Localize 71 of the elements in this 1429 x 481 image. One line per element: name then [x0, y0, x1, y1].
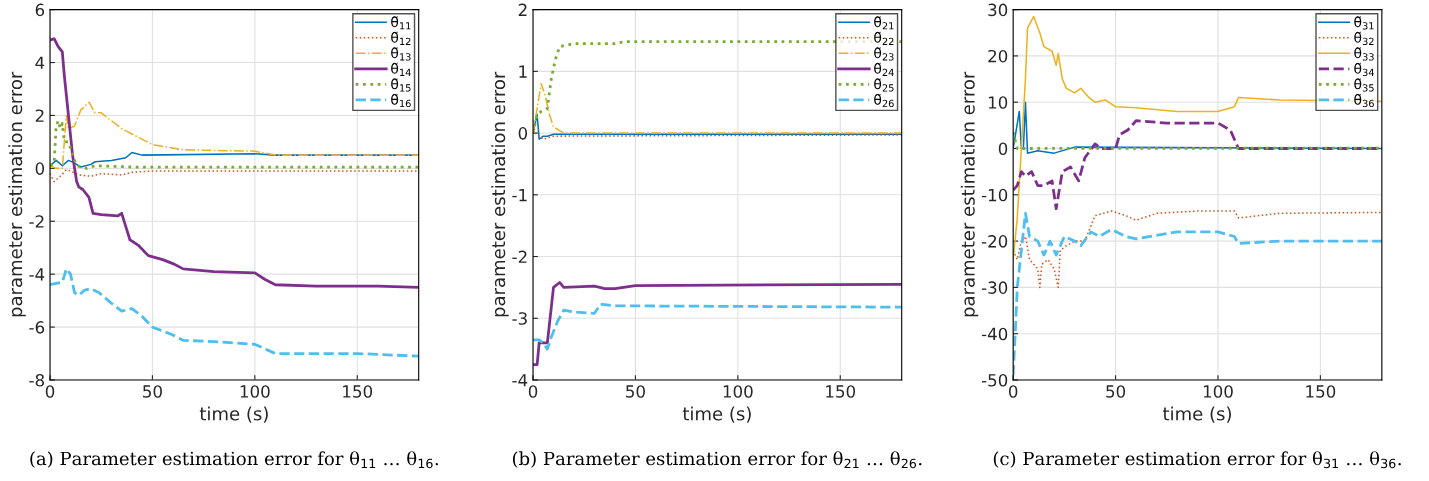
x-tick-label: 0	[528, 385, 538, 398]
line-series	[50, 267, 419, 358]
x-axis-title: time (s)	[682, 406, 751, 423]
legend-label: θ̃$_{32}$	[1354, 31, 1374, 46]
y-tick-label: -30	[981, 281, 1008, 294]
text: (c) Parameter estimation error for θ$_{31}$ … θ$_{36}$.	[993, 451, 1401, 469]
y-tick-label: 0	[518, 127, 528, 140]
y-tick-label: -8	[29, 373, 45, 387]
x-tick-label: 50	[626, 385, 645, 398]
legend-label: θ̃$_{26}$	[874, 93, 894, 108]
x-tick-label: 0	[45, 385, 55, 398]
y-axis-title: parameter estimation error	[8, 71, 26, 317]
y-tick-label: -2	[512, 250, 527, 263]
y-tick-label: -1	[512, 188, 527, 202]
x-tick-label: 150	[826, 385, 856, 398]
y-tick-label: -10	[981, 188, 1008, 202]
text: (a) Parameter estimation error for θ$_{11}$ … θ$_{16}$.	[30, 451, 438, 469]
legend-label: θ̃$_{31}$	[1354, 16, 1374, 30]
y-tick-label: 0	[35, 162, 45, 175]
y-tick-label: 1	[519, 65, 527, 78]
y-tick-label: -2	[29, 215, 44, 228]
y-tick-label: -20	[981, 235, 1008, 248]
y-axis-title: parameter estimation error	[960, 71, 979, 317]
legend-label: θ̃$_{14}$	[391, 62, 411, 76]
legend-label: θ̃$_{16}$	[391, 93, 411, 108]
legend-label: θ̃$_{25}$	[874, 78, 894, 92]
legend-label: θ̃$_{11}$	[391, 16, 411, 30]
x-axis-title: time (s)	[199, 406, 268, 423]
line-series	[533, 302, 902, 351]
legend-label: θ̃$_{13}$	[391, 47, 411, 61]
legend-label: θ̃$_{23}$	[874, 47, 894, 61]
y-tick-label: -4	[29, 268, 45, 281]
line-series	[1013, 211, 1382, 377]
line-series	[50, 168, 419, 183]
x-tick-label: 100	[723, 385, 753, 398]
y-tick-label: -50	[981, 373, 1008, 387]
legend-label: θ̃$_{12}$	[391, 31, 411, 45]
y-tick-label: 4	[35, 56, 45, 69]
y-tick-label: 2	[518, 3, 527, 16]
legend-label: θ̃$_{36}$	[1354, 93, 1374, 108]
line-series	[533, 113, 902, 141]
y-tick-label: 0	[998, 142, 1008, 156]
line-series	[533, 281, 902, 366]
x-tick-label: 100	[1203, 385, 1233, 398]
y-tick-label: -3	[512, 312, 527, 325]
y-axis-title: parameter estimation error	[491, 71, 509, 317]
y-tick-label: 30	[988, 3, 1008, 17]
y-tick-label: -6	[29, 321, 45, 334]
y-tick-label: -4	[512, 374, 528, 387]
x-tick-label: 150	[1306, 385, 1336, 398]
legend-label: θ̃$_{24}$	[874, 62, 894, 76]
y-tick-label: 20	[988, 49, 1008, 63]
x-tick-label: 50	[143, 385, 162, 398]
legend-label: θ̃$_{34}$	[1354, 62, 1374, 77]
line-series	[1013, 210, 1382, 289]
legend-label: θ̃$_{22}$	[874, 31, 894, 45]
x-tick-label: 50	[1106, 385, 1126, 398]
legend-label: θ̃$_{35}$	[1354, 78, 1374, 92]
line-series	[50, 119, 419, 170]
y-tick-label: 2	[35, 109, 44, 122]
legend-label: θ̃$_{15}$	[391, 78, 411, 92]
x-tick-label: 100	[240, 385, 270, 398]
y-tick-label: 6	[35, 3, 45, 17]
x-tick-label: 0	[1008, 385, 1018, 398]
y-tick-label: 10	[988, 96, 1008, 109]
text: (b) Parameter estimation error for θ$_{21}$ … θ$_{26}$.	[512, 451, 922, 469]
y-tick-label: -40	[981, 327, 1008, 341]
legend-label: θ̃$_{21}$	[874, 16, 894, 30]
x-tick-label: 150	[343, 385, 373, 398]
x-axis-title: time (s)	[1162, 406, 1231, 423]
legend-label: θ̃$_{33}$	[1354, 47, 1374, 61]
